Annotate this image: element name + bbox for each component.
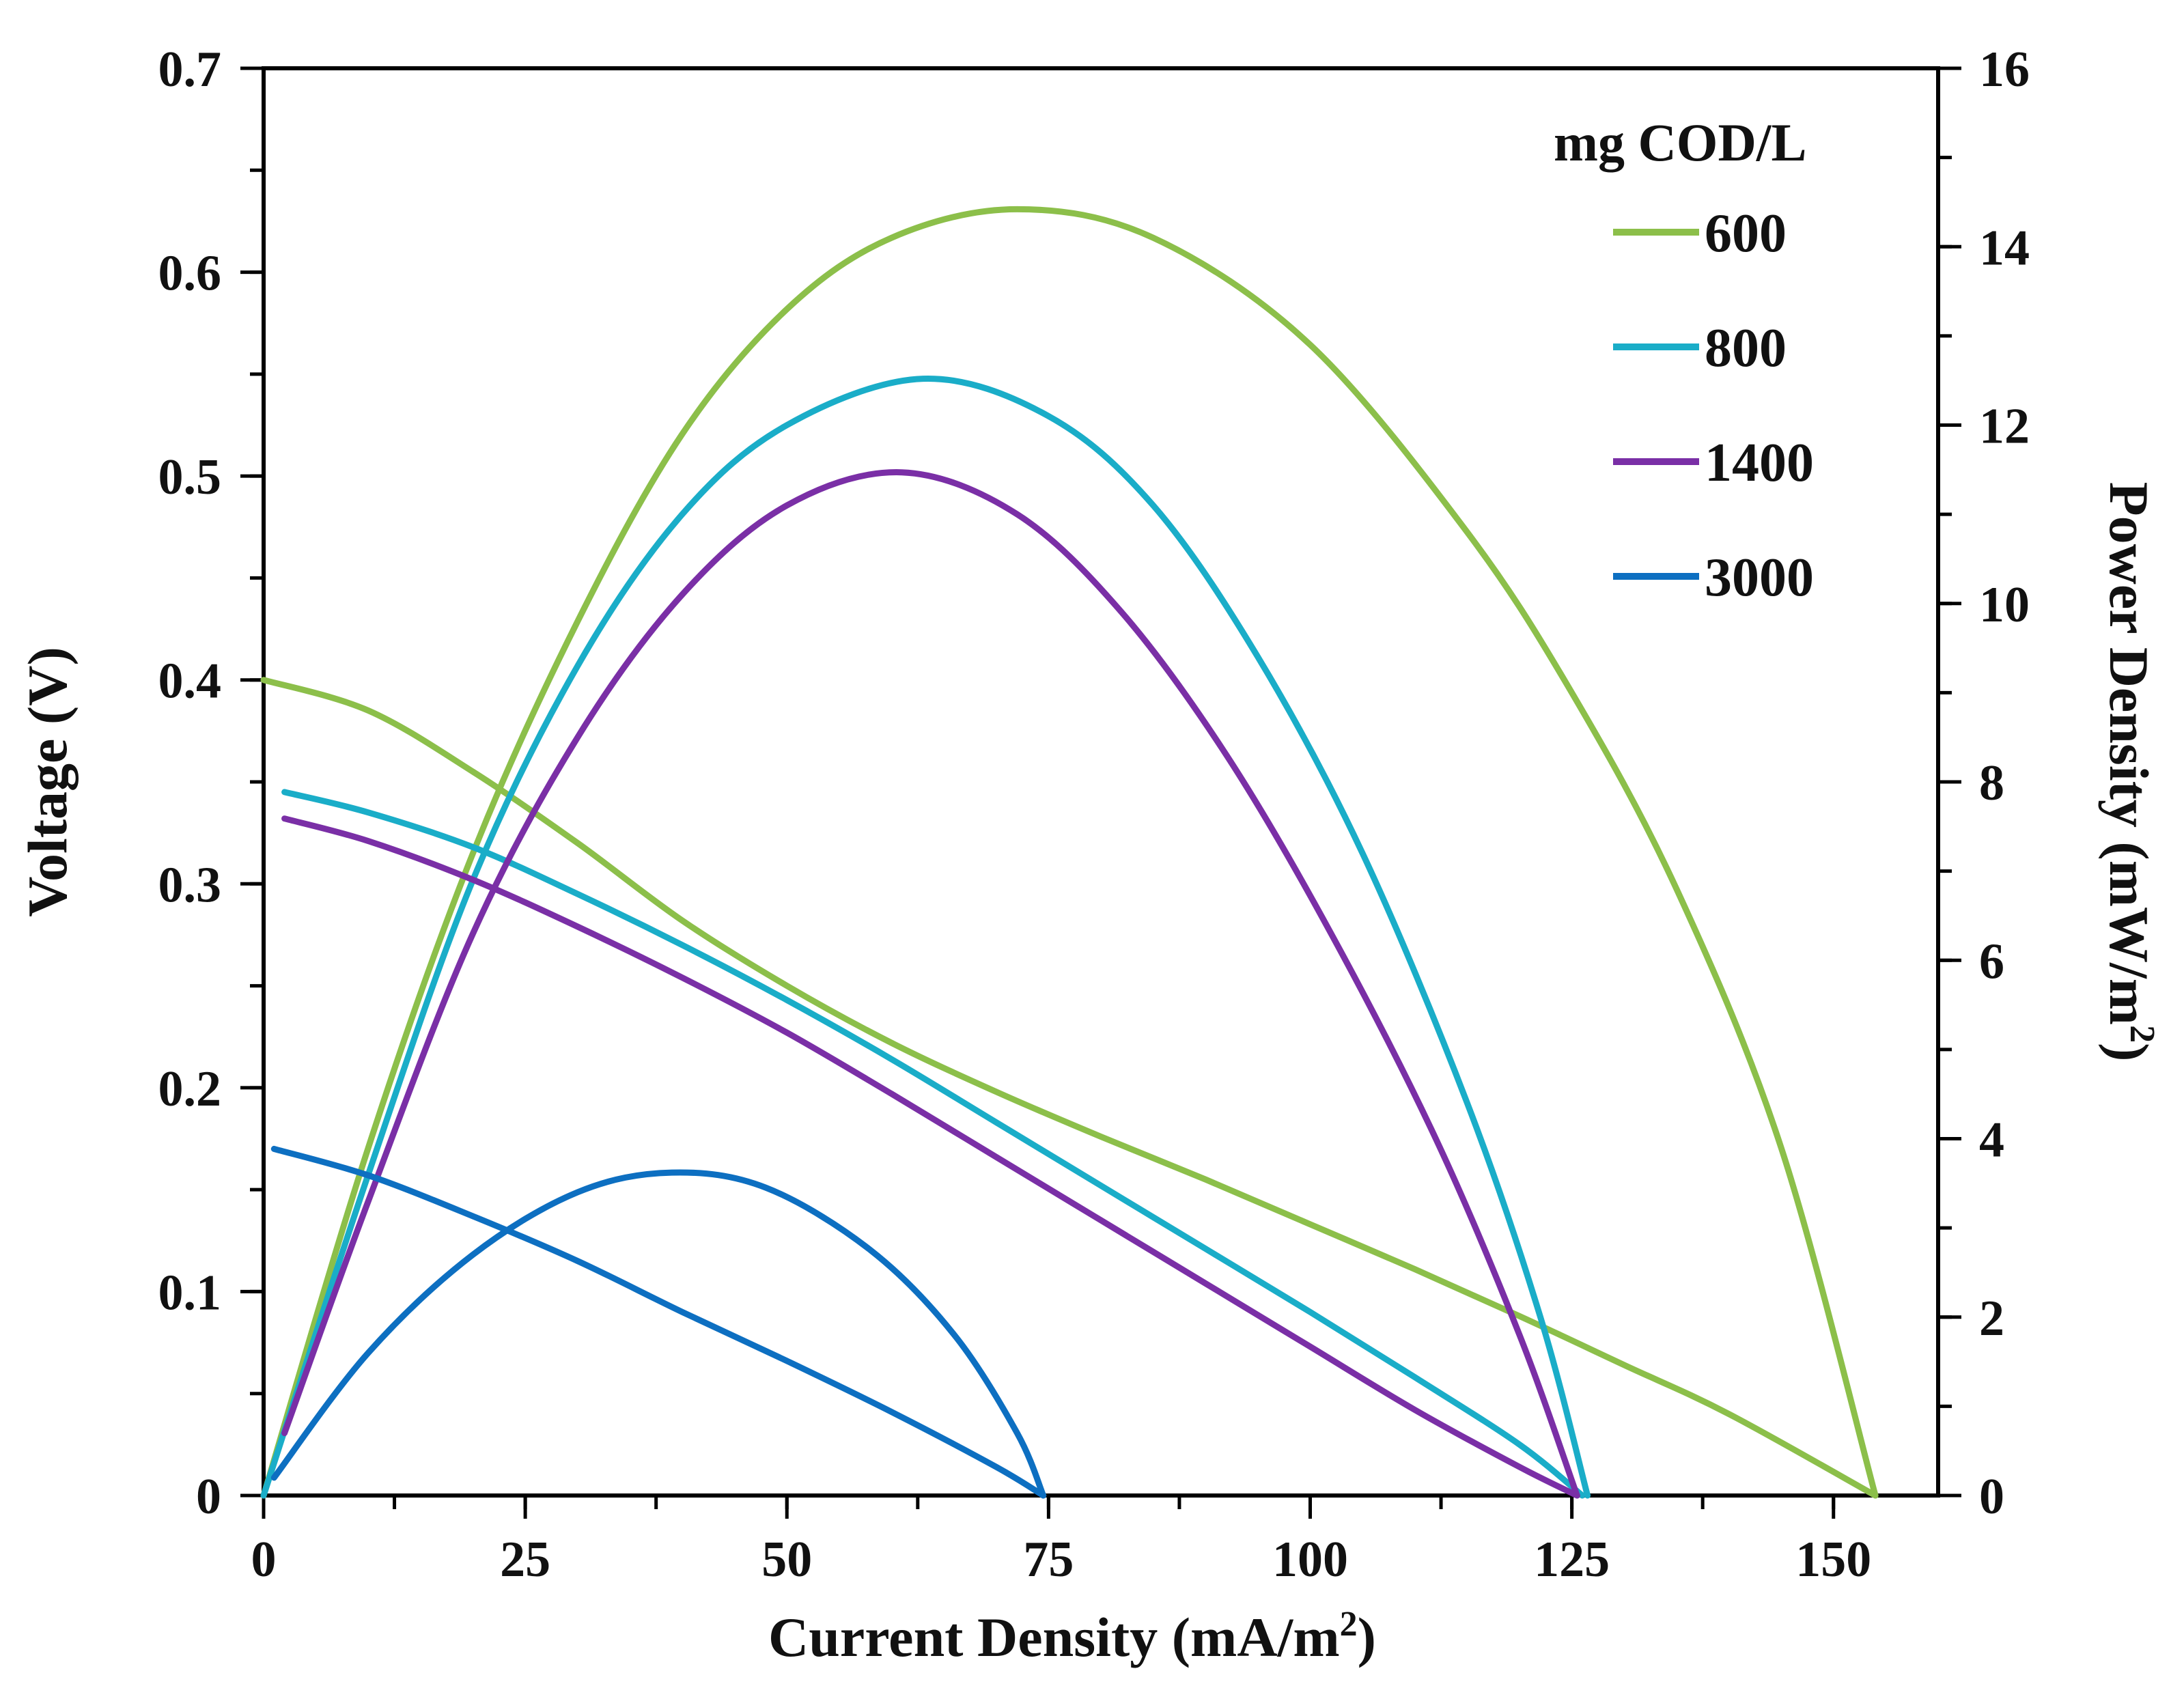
x-tick-label: 0 — [251, 1532, 277, 1588]
voltage-curve-3000 — [270, 1145, 1047, 1499]
y-left-tick-label: 0.6 — [158, 246, 222, 302]
y-right-axis-title: Power Density (mW/m2) — [2098, 482, 2161, 1062]
x-tick-label: 50 — [761, 1532, 812, 1588]
y-left-tick-label: 0.7 — [158, 42, 222, 98]
legend-title: mg COD/L — [1554, 113, 1807, 172]
legend-label-3000: 3000 — [1705, 548, 1814, 608]
legend-label-1400: 1400 — [1705, 433, 1814, 493]
series-layer — [260, 206, 1879, 1499]
y-right-tick-label: 16 — [1979, 42, 2030, 98]
x-tick-label: 125 — [1534, 1532, 1610, 1588]
y-right-tick-label: 6 — [1979, 933, 2004, 989]
voltage-curve-1400 — [281, 815, 1580, 1499]
y-right-tick-label: 14 — [1979, 220, 2030, 276]
y-right-axis: 0 2 4 6 8 10 12 14 16 — [1938, 42, 2030, 1525]
y-left-tick-label: 0.2 — [158, 1061, 222, 1117]
y-left-tick-label: 0 — [196, 1469, 221, 1525]
x-axis: 0 25 50 75 100 125 150 — [251, 1496, 1871, 1588]
y-left-tick-label: 0.3 — [158, 857, 222, 913]
y-right-tick-label: 10 — [1979, 577, 2030, 633]
x-axis-title: Current Density (mA/m2) — [768, 1605, 1376, 1668]
legend-label-800: 800 — [1705, 318, 1787, 378]
power-curve-800 — [260, 376, 1591, 1499]
x-tick-label: 75 — [1023, 1532, 1074, 1588]
x-tick-label: 25 — [500, 1532, 550, 1588]
legend: mg COD/L 600 800 1400 3000 — [1554, 113, 1814, 608]
y-right-tick-label: 8 — [1979, 755, 2004, 811]
legend-label-600: 600 — [1705, 203, 1787, 264]
voltage-curve-800 — [281, 789, 1586, 1499]
y-right-tick-label: 12 — [1979, 399, 2030, 455]
x-tick-label: 100 — [1272, 1532, 1348, 1588]
voltage-curve-600 — [260, 677, 1879, 1499]
x-tick-label: 150 — [1795, 1532, 1871, 1588]
power-curve-3000 — [270, 1169, 1047, 1499]
power-curve-1400 — [281, 469, 1580, 1499]
y-right-tick-label: 4 — [1979, 1112, 2004, 1168]
y-left-axis: 0 0.1 0.2 0.3 0.4 0.5 0.6 0.7 — [158, 42, 264, 1525]
y-left-tick-label: 0.1 — [158, 1265, 222, 1321]
y-right-tick-label: 0 — [1979, 1469, 2004, 1525]
y-left-tick-label: 0.4 — [158, 654, 222, 710]
y-left-tick-label: 0.5 — [158, 449, 222, 505]
y-left-axis-title: Voltage (V) — [16, 647, 79, 917]
y-right-tick-label: 2 — [1979, 1291, 2004, 1347]
power-curve-600 — [260, 206, 1879, 1499]
